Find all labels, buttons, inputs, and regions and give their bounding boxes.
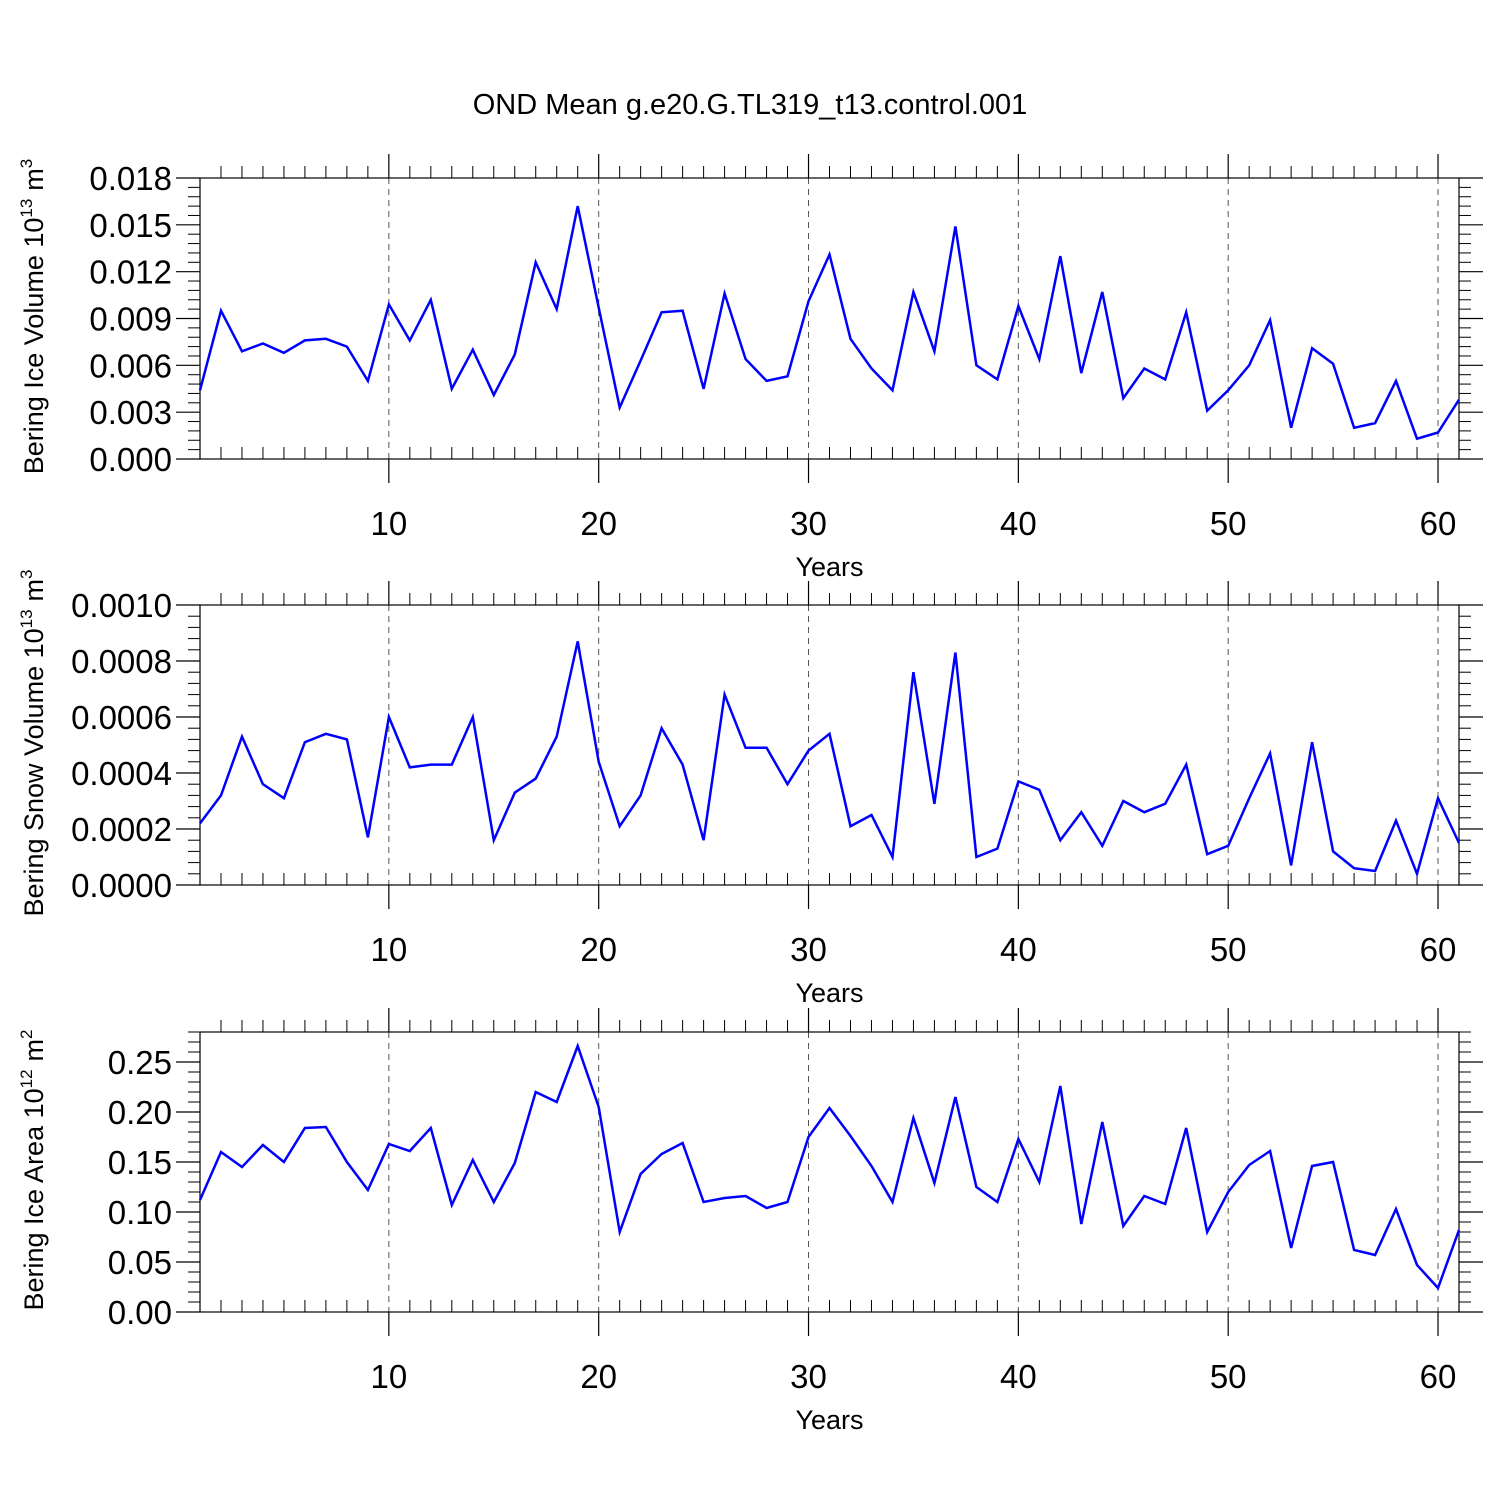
x-axis-label: Years (795, 1405, 863, 1435)
x-tick-label: 40 (1000, 505, 1037, 542)
y-tick-label: 0.000 (89, 441, 172, 478)
x-tick-label: 40 (1000, 1358, 1037, 1395)
y-tick-label: 0.003 (89, 394, 172, 431)
y-tick-label: 0.009 (89, 301, 172, 338)
plot-frame (199, 177, 1460, 460)
panel-ice-volume: 10 20 30 40 50 60 0.000 0.003 0.006 0.009 0.012 0.0… (17, 154, 1483, 582)
y-tick-label: 0.015 (89, 207, 172, 244)
y-tick-label: 0.018 (89, 160, 172, 197)
series-line-snow-volume (199, 641, 1461, 878)
y-axis-label: Bering Ice Volume 1013m3 (17, 159, 49, 475)
y-tick-label: 0.0000 (71, 867, 172, 904)
y-tick-label: 0.006 (89, 347, 172, 384)
plot-frame (199, 604, 1460, 886)
y-tick-label: 0.0006 (71, 699, 172, 736)
plot-frame (199, 1031, 1460, 1313)
x-tick-label: 30 (790, 505, 827, 542)
panel-ice-area: 10 20 30 40 50 60 0.00 0.05 0.10 0.15 0.20 0.25 Year… (17, 1008, 1483, 1435)
x-tick-label: 50 (1210, 931, 1247, 968)
y-tick-label: 0.0002 (71, 811, 172, 848)
y-tick-label: 0.25 (108, 1044, 172, 1081)
x-tick-label: 60 (1420, 1358, 1457, 1395)
y-tick-label: 0.00 (108, 1294, 172, 1331)
x-tick-label: 50 (1210, 1358, 1247, 1395)
x-tick-label: 30 (790, 931, 827, 968)
x-tick-label: 20 (580, 505, 617, 542)
figure-title: OND Mean g.e20.G.TL319_t13.control.001 (473, 89, 1028, 121)
y-tick-label: 0.10 (108, 1194, 172, 1231)
series-line-ice-volume (198, 205, 1461, 441)
y-axis-label: Bering Ice Area 1012m2 (17, 1029, 49, 1310)
y-axis-label: Bering Snow Volume 1013m3 (17, 569, 49, 916)
y-tick-label: 0.012 (89, 254, 172, 291)
x-tick-label: 60 (1420, 505, 1457, 542)
x-tick-label: 20 (580, 931, 617, 968)
x-tick-label: 20 (580, 1358, 617, 1395)
panel-snow-volume: 10 20 30 40 50 60 0.0000 0.0002 0.0004 0.0006 0.00… (17, 569, 1483, 1008)
y-tick-label: 0.0004 (71, 755, 172, 792)
x-tick-label: 30 (790, 1358, 827, 1395)
x-axis-label: Years (795, 978, 863, 1008)
y-tick-label: 0.20 (108, 1094, 172, 1131)
x-tick-label: 10 (370, 931, 407, 968)
series-line-ice-area (198, 1042, 1461, 1291)
x-tick-label: 10 (370, 505, 407, 542)
x-tick-label: 40 (1000, 931, 1037, 968)
y-tick-label: 0.05 (108, 1244, 172, 1281)
x-tick-label: 10 (370, 1358, 407, 1395)
y-tick-label: 0.15 (108, 1144, 172, 1181)
y-tick-label: 0.0008 (71, 643, 172, 680)
y-tick-label: 0.0010 (71, 587, 172, 624)
x-tick-label: 60 (1420, 931, 1457, 968)
x-axis-label: Years (795, 552, 863, 582)
x-tick-label: 50 (1210, 505, 1247, 542)
